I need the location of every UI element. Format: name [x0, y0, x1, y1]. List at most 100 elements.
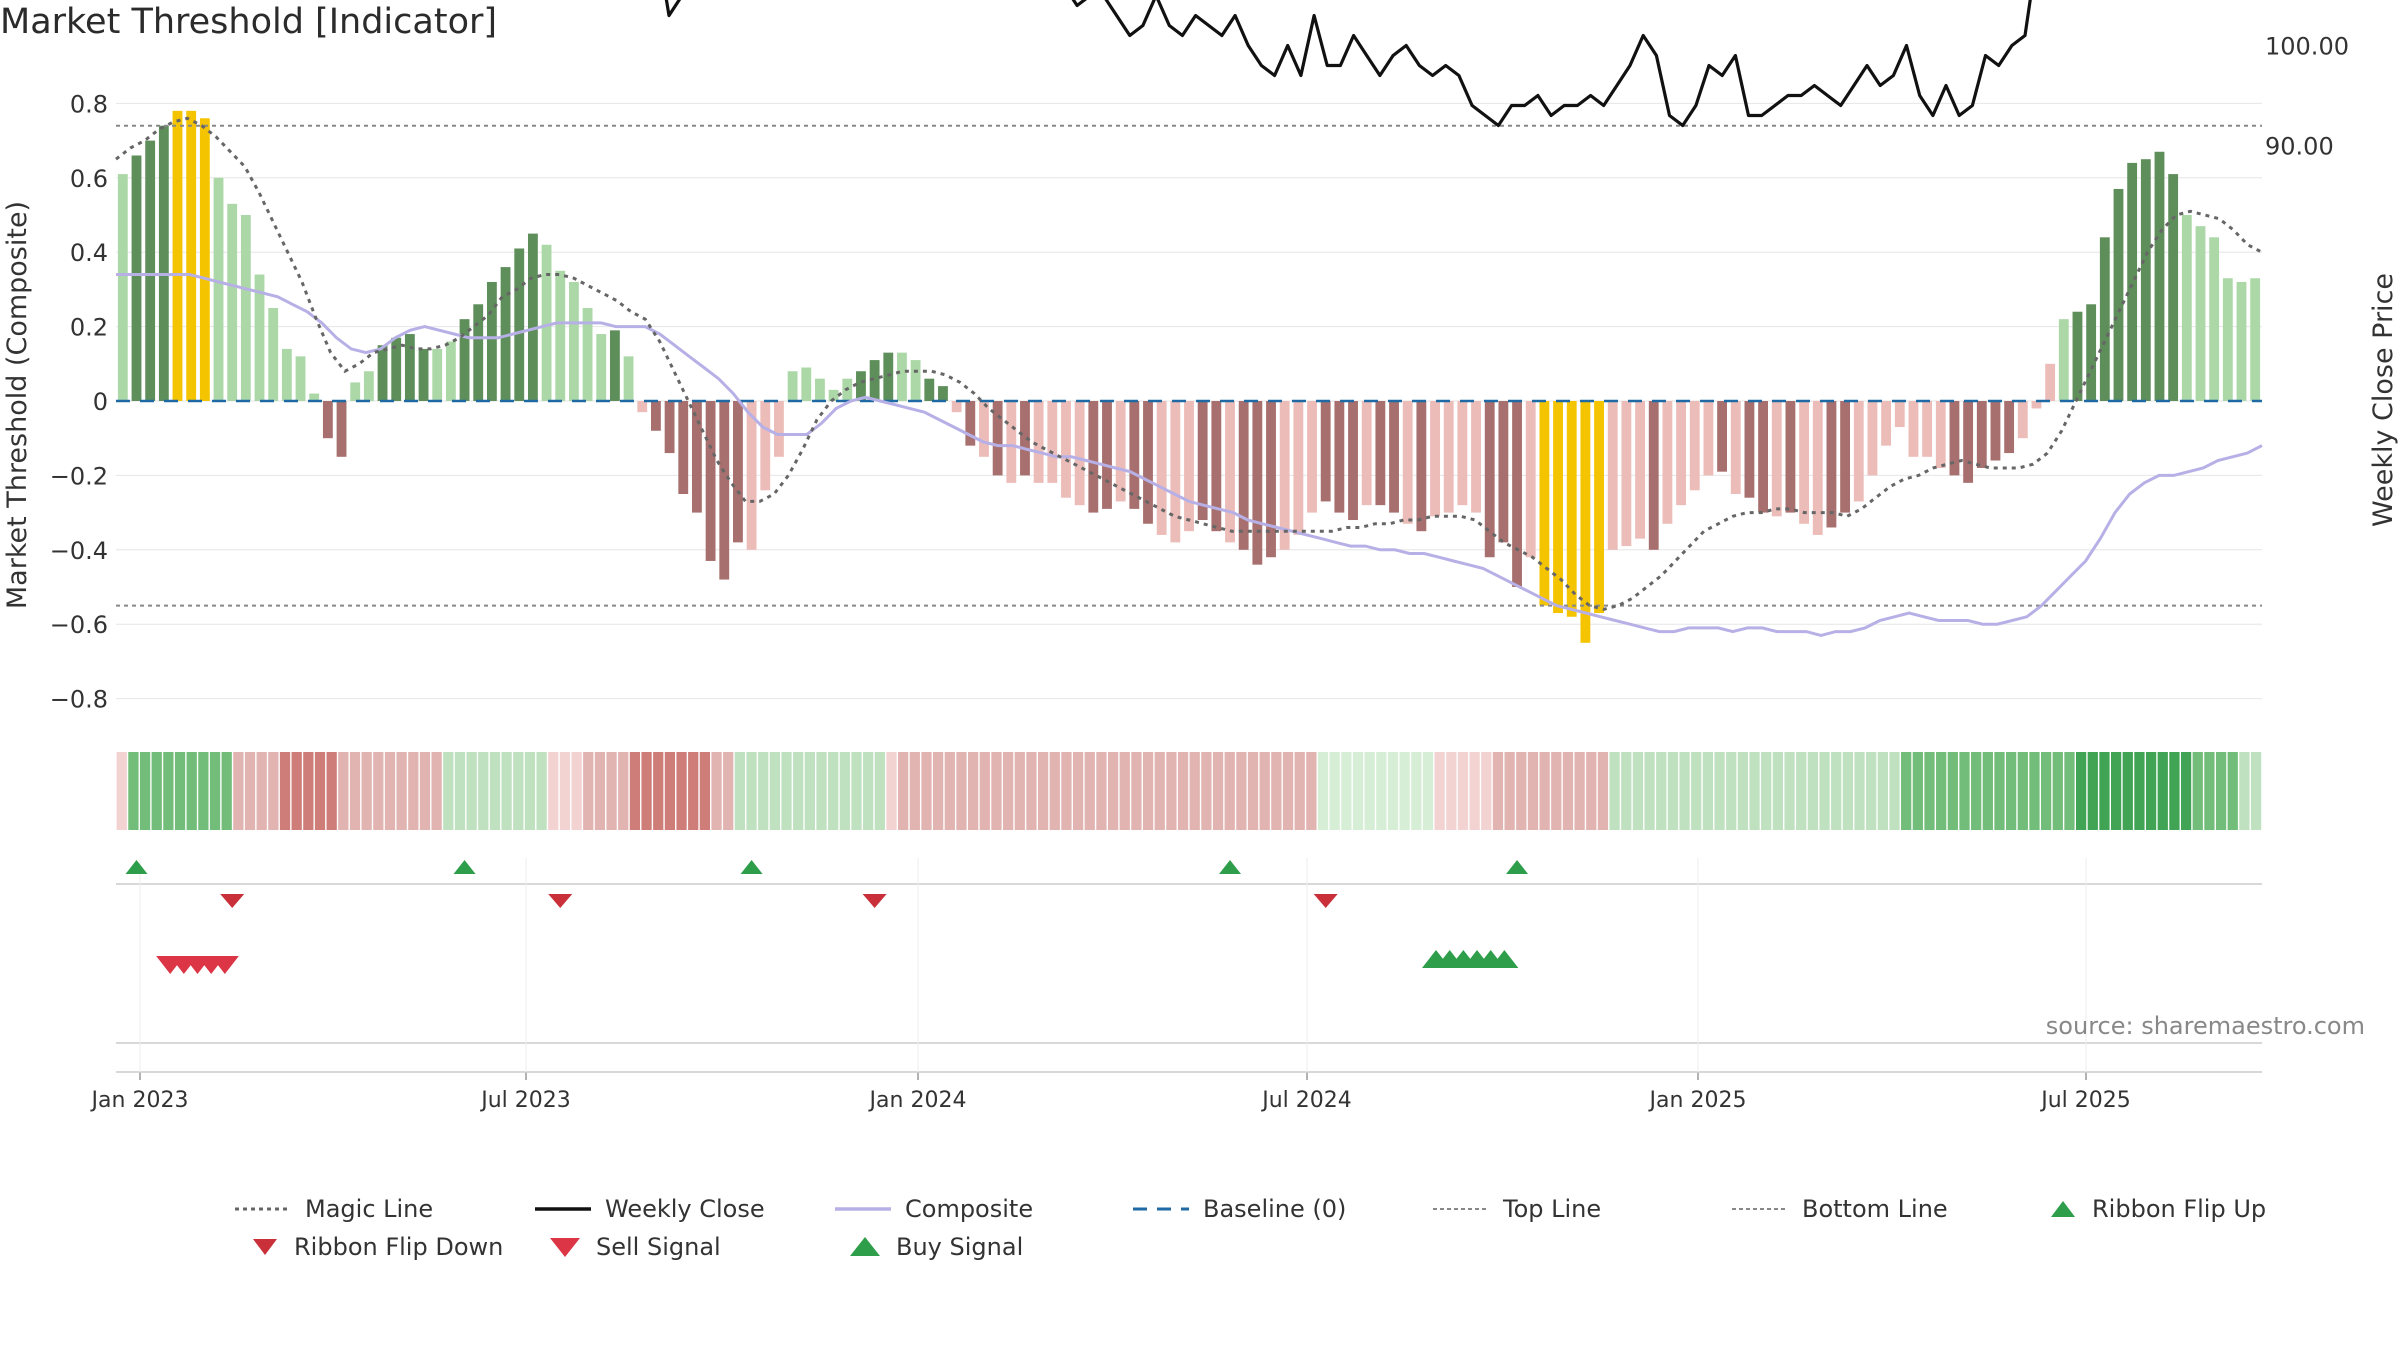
composite-bar [1115, 401, 1126, 502]
ribbon-segment [478, 752, 489, 830]
ribbon-segment [2180, 752, 2192, 830]
composite-bar [404, 334, 415, 401]
composite-bar [309, 393, 320, 401]
composite-bar [1840, 401, 1851, 513]
ribbon-segment [2145, 752, 2157, 830]
composite-bar [828, 389, 839, 401]
ribbon-segment [1527, 752, 1539, 830]
ribbon-segment [1574, 752, 1585, 830]
ribbon-segment [1854, 752, 1865, 830]
composite-bar [1170, 401, 1181, 543]
composite-bar [459, 319, 470, 401]
composite-bar [1361, 401, 1372, 506]
composite-bar [910, 360, 921, 401]
ribbon-segment [1726, 752, 1737, 830]
ribbon-segment [641, 752, 652, 830]
ribbon-segment [1201, 752, 1212, 830]
ribbon-segment [2122, 752, 2133, 830]
ribbon-segment [1037, 752, 1049, 830]
ribbon-segment [1749, 752, 1760, 830]
y-tick-label: −0.6 [50, 611, 108, 639]
ribbon-segment [2099, 752, 2110, 830]
composite-bar [1580, 401, 1591, 643]
composite-bar [2195, 226, 2206, 401]
composite-bar [2045, 363, 2056, 401]
composite-bar [1881, 401, 1892, 446]
ribbon-flip-down-marker [862, 894, 887, 908]
legend-label: Buy Signal [896, 1233, 1024, 1261]
composite-bar [1020, 401, 1030, 476]
composite-bar [650, 401, 661, 431]
ribbon-segment [1971, 752, 1982, 830]
x-tick-label: Jan 2023 [90, 1088, 189, 1113]
ribbon-segment [443, 752, 454, 830]
ribbon-segment [1224, 752, 1235, 830]
ribbon-segment [1212, 752, 1224, 830]
composite-bar [1143, 401, 1153, 524]
ribbon-segment [653, 752, 664, 830]
ribbon-segment [606, 752, 617, 830]
ribbon-segment [291, 752, 302, 830]
composite-bar [473, 304, 484, 401]
composite-bar [1484, 401, 1495, 558]
composite-bar [1088, 401, 1099, 513]
ribbon-segment [1959, 752, 1970, 830]
ribbon-segment [1072, 752, 1084, 830]
ribbon-segment [1189, 752, 1200, 830]
composite-bar [199, 118, 210, 401]
composite-bar [1334, 401, 1345, 513]
ribbon-segment [1562, 752, 1574, 830]
composite-bar [1908, 401, 1919, 457]
ribbon-segment [2041, 752, 2052, 830]
composite-bar [1293, 401, 1304, 535]
composite-bar [623, 356, 634, 401]
composite-bar [541, 244, 552, 401]
ribbon-segment [524, 752, 536, 830]
composite-bar [1033, 401, 1044, 483]
ribbon-segment [466, 752, 477, 830]
legend-composite: Composite [835, 1195, 1033, 1223]
composite-bar [2154, 151, 2165, 401]
legend-bottom-line: Bottom Line [1732, 1195, 1948, 1223]
composite-bar [336, 401, 347, 457]
composite-bar [979, 401, 989, 457]
composite-bar [1676, 401, 1686, 506]
ribbon-segment [664, 752, 676, 830]
ribbon-segment [1912, 752, 1923, 830]
ribbon-segment [1679, 752, 1690, 830]
legend-weekly-close: Weekly Close [535, 1195, 765, 1223]
composite-bar [240, 215, 251, 401]
composite-bar [1635, 401, 1645, 539]
market-threshold-chart: −0.8 −0.6 −0.4 −0.2 0 0.2 0.4 0.6 0.8 90.00 100.00… [2, 0, 2399, 1113]
ribbon-segment [898, 752, 909, 830]
ribbon-segment [1026, 752, 1037, 830]
ribbon-segment [968, 752, 979, 830]
x-tick-label: Jan 2025 [1648, 1088, 1747, 1113]
composite-bar [1047, 401, 1058, 483]
ribbon-segment [128, 752, 139, 830]
composite-bar [1430, 401, 1440, 517]
composite-bar [1744, 401, 1755, 498]
source-label: source: sharemaestro.com [2046, 1012, 2365, 1040]
ribbon-segment [2006, 752, 2017, 830]
ribbon-segment [944, 752, 955, 830]
composite-bar [1512, 401, 1522, 587]
y-tick-label: −0.8 [50, 686, 108, 714]
ribbon-segment [2110, 752, 2122, 830]
ribbon-segment [1621, 752, 1632, 830]
legend-label: Baseline (0) [1203, 1195, 1347, 1223]
y-tick-label: −0.4 [50, 537, 108, 565]
ribbon-flip-up-marker [1506, 860, 1529, 874]
composite-bar [1949, 401, 1960, 476]
ribbon-segment [1306, 752, 1317, 830]
ribbon-segment [559, 752, 571, 830]
composite-bar [1771, 401, 1782, 517]
composite-bar [1102, 401, 1112, 509]
composite-bar [2222, 278, 2233, 401]
composite-bar [1225, 401, 1235, 543]
ribbon-flip-up-marker [453, 860, 476, 874]
composite-bar [2209, 237, 2220, 401]
composite-bar [1279, 401, 1290, 550]
composite-bar [445, 341, 456, 401]
ribbon-segment [618, 752, 629, 830]
